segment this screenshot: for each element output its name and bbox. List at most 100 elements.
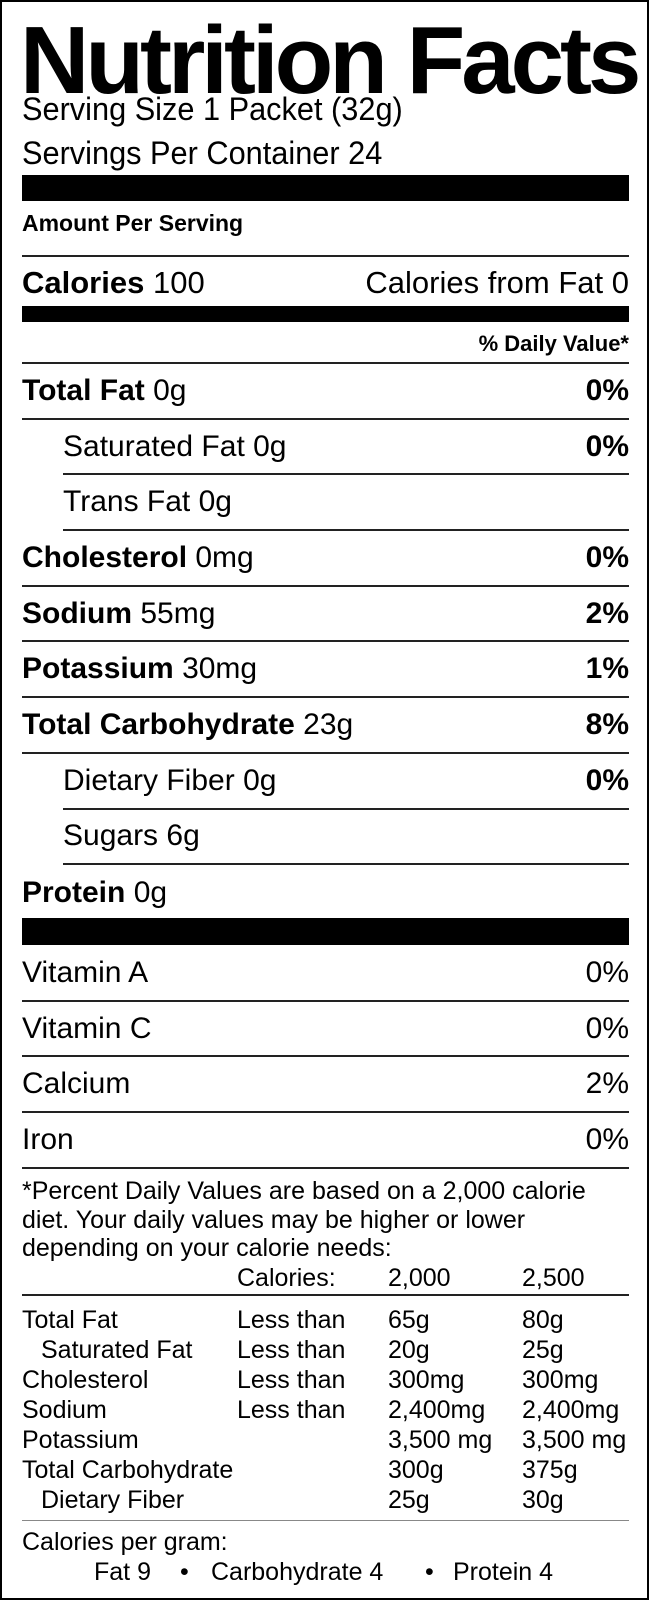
medium-divider xyxy=(22,306,629,322)
nutrient-label: Protein 0g xyxy=(22,876,167,910)
vitamin-name: Calcium xyxy=(22,1067,131,1101)
nutrient-label: Dietary Fiber 0g xyxy=(63,764,276,798)
nutrient-daily-value: 1% xyxy=(585,652,629,686)
divider xyxy=(22,362,629,364)
nutrient-name: Dietary Fiber xyxy=(63,763,235,797)
vitamin-name: Vitamin C xyxy=(22,1011,152,1045)
servings-per-container: Servings Per Container 24 xyxy=(22,135,383,171)
footnote-value-2500: 3,500 mg xyxy=(522,1426,627,1454)
nutrient-daily-value: 2% xyxy=(585,596,629,630)
daily-value-header: % Daily Value* xyxy=(478,331,629,356)
vitamin-name: Iron xyxy=(22,1122,74,1156)
nutrient-daily-value: 0% xyxy=(585,763,629,797)
divider xyxy=(22,1294,629,1296)
footnote-value-2500: 300mg xyxy=(522,1366,599,1394)
calories-from-fat: Calories from Fat 0 xyxy=(365,265,629,300)
vitamin-daily-value: 0% xyxy=(585,1011,629,1045)
footnote-qualifier: Less than xyxy=(237,1396,346,1424)
nutrient-name: Sodium xyxy=(22,596,132,630)
thick-divider xyxy=(22,918,629,945)
footnote-header-cell: 2,500 xyxy=(522,1264,585,1292)
nutrient-daily-value: 8% xyxy=(585,708,629,742)
calories-label: Calories xyxy=(22,265,145,300)
nutrient-row: Cholesterol 0mg 0% xyxy=(22,531,629,587)
footnote-value-2000: 65g xyxy=(388,1306,430,1334)
nutrient-label: Saturated Fat 0g xyxy=(63,430,287,464)
footnote-value-2500: 25g xyxy=(522,1336,564,1364)
footnote-line: diet. Your daily values may be higher or… xyxy=(22,1205,526,1234)
footnote-header-cell: 2,000 xyxy=(388,1264,451,1292)
vitamin-daily-value: 0% xyxy=(585,1122,629,1156)
nutrient-name: Total Carbohydrate xyxy=(22,708,295,742)
nutrient-name: Sugars xyxy=(63,819,159,853)
nutrient-label: Total Fat 0g xyxy=(22,374,187,408)
calories-per-gram-label: Calories per gram: xyxy=(22,1528,228,1556)
serving-size: Serving Size 1 Packet (32g) xyxy=(22,91,403,127)
nutrient-amount: 0g xyxy=(253,429,287,463)
nutrient-row: Protein 0g xyxy=(22,865,629,921)
footnote-nutrient: Total Fat xyxy=(22,1306,118,1334)
nutrient-amount: 23g xyxy=(303,708,354,742)
footnote-header-cell: Calories: xyxy=(237,1264,336,1292)
label-title: Nutrition Facts xyxy=(20,7,641,114)
nutrient-name: Saturated Fat xyxy=(63,429,245,463)
nutrient-name: Potassium xyxy=(22,652,174,686)
footnote-nutrient: Saturated Fat xyxy=(41,1336,193,1364)
footnote-qualifier: Less than xyxy=(237,1306,346,1334)
vitamin-row: Vitamin C 0% xyxy=(22,1002,629,1058)
thick-divider xyxy=(22,175,629,201)
bullet-separator: • xyxy=(425,1558,434,1586)
bullet-separator: • xyxy=(180,1558,189,1586)
nutrient-daily-value: 0% xyxy=(585,373,629,407)
nutrient-amount: 0g xyxy=(243,763,277,797)
calories-per-gram-item: Protein 4 xyxy=(453,1558,554,1586)
nutrient-row: Sodium 55mg 2% xyxy=(22,587,629,643)
nutrient-row: Trans Fat 0g xyxy=(63,475,629,532)
footnote-nutrient: Sodium xyxy=(22,1396,107,1424)
footnote-line: *Percent Daily Values are based on a 2,0… xyxy=(22,1177,586,1205)
nutrient-row: Potassium 30mg 1% xyxy=(22,643,629,699)
vitamin-daily-value: 2% xyxy=(585,1067,629,1101)
footnote-value-2500: 2,400mg xyxy=(522,1396,620,1424)
nutrient-amount: 0g xyxy=(133,876,168,910)
footnote-value-2500: 80g xyxy=(522,1306,564,1334)
nutrient-row: Sugars 6g xyxy=(63,810,629,866)
nutrient-name: Total Fat xyxy=(22,373,145,407)
vitamin-row: Calcium 2% xyxy=(22,1057,629,1114)
footnote-qualifier: Less than xyxy=(237,1336,346,1364)
nutrient-amount: 55mg xyxy=(140,596,216,630)
calories-per-gram-item: Carbohydrate 4 xyxy=(211,1558,384,1586)
nutrient-row: Total Fat 0g 0% xyxy=(22,364,629,420)
calories-value: 100 xyxy=(152,265,205,300)
nutrient-daily-value: 0% xyxy=(585,429,629,463)
vitamin-name: Vitamin A xyxy=(22,955,149,989)
nutrient-name: Protein xyxy=(22,876,126,910)
nutrient-row: Total Carbohydrate 23g 8% xyxy=(22,698,629,754)
nutrient-amount: 6g xyxy=(166,819,200,853)
divider xyxy=(22,1520,629,1521)
footnote-qualifier: Less than xyxy=(237,1366,346,1394)
footnote-nutrient: Dietary Fiber xyxy=(41,1486,185,1514)
nutrient-label: Cholesterol 0mg xyxy=(22,541,254,575)
vitamin-row: Vitamin A 0% xyxy=(22,946,629,1002)
nutrient-daily-value: 0% xyxy=(585,540,629,574)
nutrient-name: Trans Fat xyxy=(63,485,191,519)
nutrient-label: Potassium 30mg xyxy=(22,652,257,686)
nutrient-row: Dietary Fiber 0g 0% xyxy=(63,754,629,810)
amount-per-serving: Amount Per Serving xyxy=(22,210,244,236)
footnote-value-2500: 375g xyxy=(522,1456,578,1484)
footnote-value-2000: 20g xyxy=(388,1336,430,1364)
nutrient-amount: 0g xyxy=(153,373,187,407)
nutrient-label: Sugars 6g xyxy=(63,819,200,853)
footnote-nutrient: Total Carbohydrate xyxy=(22,1456,234,1484)
nutrient-row: Saturated Fat 0g 0% xyxy=(63,420,629,476)
nutrient-name: Cholesterol xyxy=(22,540,188,574)
footnote-nutrient: Potassium xyxy=(22,1426,139,1454)
nutrient-amount: 30mg xyxy=(182,652,258,686)
footnote-line: depending on your calorie needs: xyxy=(22,1234,392,1263)
footnote-value-2000: 25g xyxy=(388,1486,430,1514)
nutrient-amount: 0g xyxy=(198,485,232,519)
footnote-value-2000: 2,400mg xyxy=(388,1396,486,1424)
footnote-nutrient: Cholesterol xyxy=(22,1366,149,1394)
